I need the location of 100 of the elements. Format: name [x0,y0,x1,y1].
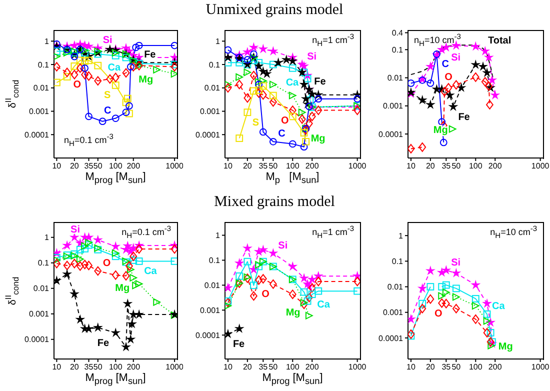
x-tick-label: 35 [84,162,94,171]
series-label: Mg [498,342,513,353]
y-tick-label: 0.001 [382,102,404,111]
series-label: Si [278,240,288,252]
y-tick-label: 0.001 [28,107,50,116]
y-tick-label: 0.1 [392,45,404,54]
x-tick-label: 35 [258,362,268,372]
y-tick-label: 0.4 [392,28,404,38]
x-tick-label: 100 [468,162,483,171]
x-tick-label: 10 [406,362,416,372]
y-tick-label: 0.0001 [378,334,404,343]
x-tick-label: 20 [426,162,436,171]
series-label: Mg [310,134,326,145]
x-tick-label: 1000 [348,362,367,372]
series-label: C [104,105,112,116]
x-tick-label: 1000 [531,162,550,171]
series-label: O [262,289,270,300]
x-tick-label: 10 [52,162,62,171]
x-tick-label: 10 [52,362,62,372]
x-tick-label: 50 [93,162,103,171]
x-tick-label: 1000 [348,162,367,171]
annotation: n$_{H}$=0.1 cm$^{-3}$ [122,224,171,240]
x-tick-label: 100 [286,362,300,372]
series-label: O [281,115,290,126]
y-tick-label: 0.1 [38,60,50,70]
y-tick-label: 0.0001 [196,130,221,140]
series-label: Ca [108,62,122,74]
series-label: Ca [286,77,300,88]
series-label: Mg [138,74,154,86]
y-tick-label: 0.0001 [24,335,50,344]
x-tick-label: 20 [70,162,80,171]
y-tick-label: 0.001 [28,310,50,319]
x-tick-label: 10 [406,162,416,171]
series-label: Si [70,224,80,236]
x-tick-label: 35 [442,362,452,372]
x-tick-label: 35 [84,362,94,372]
y-tick-label: 0.0001 [196,330,221,340]
x-tick-label: 20 [426,362,436,372]
series-label: Fe [97,338,110,349]
series-label: Fe [458,112,470,123]
x-tick-label: 50 [93,362,103,372]
annotation: n$_{H}$=10 cm$^{-3}$ [490,224,537,240]
y-tick-label: 0.01 [33,284,50,294]
y-tick-label: 0.001 [382,308,404,318]
x-tick-label: 35 [258,162,268,171]
chart-title: Unmixed grains model [206,2,344,18]
x-tick-label: 50 [452,162,462,171]
x-tick-label: 20 [242,362,252,372]
annotation: n$_{H}$=0.1 cm$^{-3}$ [64,132,114,148]
y-tick-label: 0.0001 [24,130,50,140]
series-label: Total [488,35,512,46]
x-tick-label: 10 [224,362,233,372]
series-label: Ca [492,301,506,312]
y-tick-label: 1 [216,36,221,46]
y-tick-label: 0.01 [204,281,221,290]
chart-title: Mixed grains model [214,194,335,210]
series-label: Si [451,257,461,268]
y-tick-label: 1 [44,36,50,46]
x-axis-title: M$_{p}$ [M$_{sun}$] [264,171,320,186]
x-tick-label: 100 [468,362,483,372]
x-tick-label: 200 [305,362,320,372]
x-axis-title: M$_{prog}$ [M$_{sun}$] [261,372,324,386]
y-tick-label: 0.0001 [378,130,404,139]
x-tick-label: 35 [442,162,452,171]
x-tick-label: 50 [268,162,278,171]
x-tick-label: 50 [268,362,278,372]
x-tick-label: 200 [126,362,141,372]
y-tick-label: 0.01 [204,84,221,93]
series-label: S [252,117,260,128]
x-tick-label: 100 [286,162,300,171]
y-tick-label: 1 [44,233,50,242]
x-tick-label: 100 [108,362,123,372]
y-tick-label: 0.01 [387,74,404,83]
x-axis-title: M$_{prog}$ [M$_{sun}$] [84,372,147,386]
annotation: n$_{H}$=1 cm$^{-3}$ [312,224,354,240]
series-label: C [278,128,286,140]
x-tick-label: 50 [452,362,462,372]
x-tick-label: 10 [224,162,233,171]
series-label: Ca [317,299,330,310]
series-label: Si [307,52,317,63]
series-label: Fe [232,339,246,350]
x-tick-label: 200 [488,162,502,171]
y-tick-label: 0.001 [200,306,221,315]
series-label: C [442,59,449,70]
series-label: Ca [144,266,158,278]
series-label: S [104,90,112,102]
series-label: O [73,80,82,91]
x-tick-label: 200 [126,162,141,171]
x-tick-label: 20 [242,162,252,171]
y-tick-label: 1 [398,231,404,240]
y-tick-label: 0.1 [208,60,221,70]
series-label: Si [102,35,113,46]
y-tick-label: 0.1 [208,256,221,266]
y-tick-label: 0.01 [33,84,50,93]
series-label: Mg [115,282,130,294]
y-tick-label: 1 [216,231,221,240]
x-tick-label: 100 [108,162,123,171]
series-label: O [444,72,453,83]
annotation: n$_{H}$=10 cm$^{-3}$ [414,32,461,48]
x-tick-label: 20 [70,362,80,372]
